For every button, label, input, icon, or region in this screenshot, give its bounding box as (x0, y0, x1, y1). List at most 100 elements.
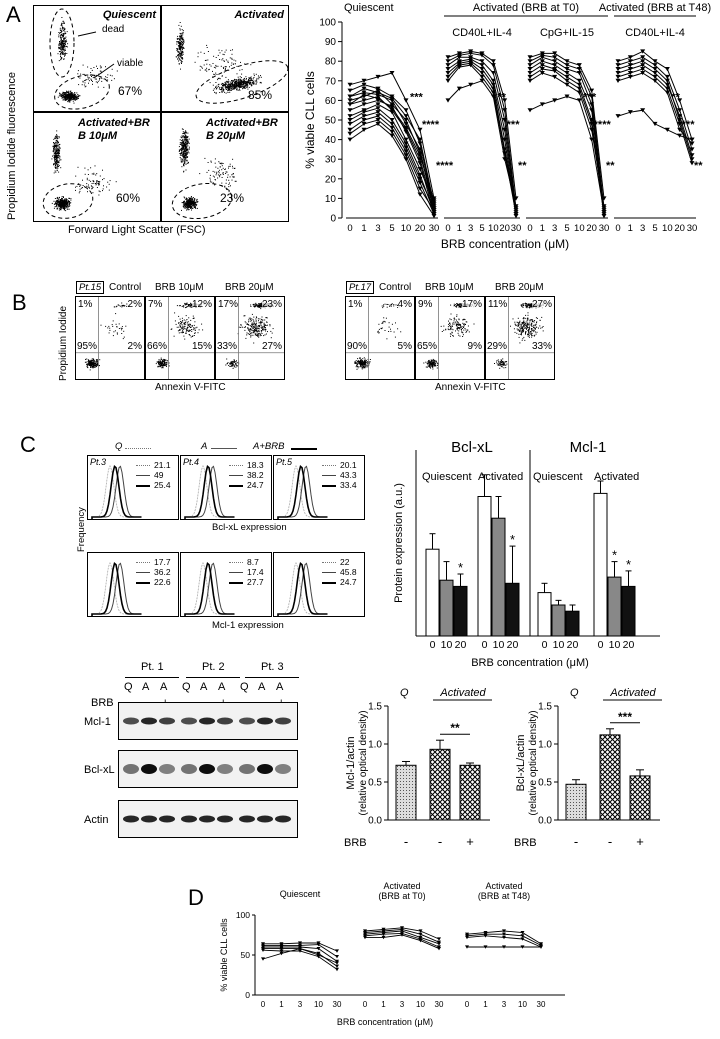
series-point (640, 70, 646, 76)
x-tick-label: 5 (564, 223, 569, 234)
blot-band (181, 717, 197, 725)
viable-label: viable (117, 58, 144, 69)
protein-quiescent-label: Quiescent (422, 471, 472, 483)
group-subtitle: CD40L+IL-4 (625, 27, 685, 39)
series-point (652, 63, 658, 68)
histogram-mfi-value: 22.6 (154, 577, 171, 587)
series-point (389, 133, 395, 138)
d-series-point (465, 945, 469, 949)
lane-label: Q (182, 681, 191, 693)
series-point (417, 161, 423, 166)
series-point (490, 86, 496, 91)
series-point (468, 82, 474, 87)
panel-b-letter: B (12, 290, 27, 315)
scatter-label-brb10: Activated+BR B 10μM (78, 117, 150, 142)
histogram-curve (184, 464, 235, 519)
histogram-legend-line (229, 562, 243, 563)
series-point (576, 70, 582, 76)
lane-label: A (276, 681, 284, 693)
bar-brb-sign: + (636, 834, 644, 849)
significance-star: * (612, 548, 617, 563)
d-series-point (261, 957, 265, 961)
significance-star: **** (436, 160, 454, 172)
d-series-point (298, 941, 302, 945)
histogram-mfi-value: 21.1 (154, 460, 171, 470)
bar-y-tick-label: 1.0 (368, 740, 382, 751)
series-point (417, 153, 423, 158)
series-point (627, 74, 633, 80)
histogram-mfi-value: 43.3 (340, 470, 357, 480)
group-title-quiescent: Quiescent (344, 2, 394, 14)
viable-gate (171, 182, 233, 220)
series-point (527, 74, 533, 80)
series-point (479, 74, 485, 80)
series-point (417, 137, 423, 142)
blot-bands (123, 717, 291, 725)
bclxl-actin-bar-chart: 0.0 0.5 1.0 1.5 Bcl-xL/actin (relative optica… (514, 687, 662, 849)
series-point (627, 67, 633, 72)
blot-band (217, 815, 233, 823)
protein-x-tick: 10 (441, 639, 453, 651)
histogram-legend-line (136, 475, 150, 476)
histogram-mfi-value: 24.7 (340, 577, 357, 587)
bar-activated-label: Activated (439, 687, 486, 699)
bar-y-tick-label: 0.5 (368, 778, 382, 789)
blot-band (159, 717, 175, 725)
panel-a-yaxis-label: Propidium Iodide fluorescence (6, 72, 18, 220)
d-x-tick-label: 3 (298, 1000, 303, 1009)
d-series-point (261, 948, 265, 952)
d-series-point (418, 932, 423, 936)
x-tick-label: 30 (511, 223, 522, 234)
series-point (347, 114, 353, 119)
series-point (389, 125, 395, 131)
x-axis-label: BRB concentration (μM) (441, 237, 569, 251)
histogram-patient: Pt.4 (183, 457, 200, 467)
patient-underline (125, 677, 179, 678)
scatter-pct-activated: 85% (248, 88, 273, 102)
series-point (689, 141, 695, 146)
series-point (527, 70, 533, 76)
quadrant-ur-pct: 23% (261, 299, 282, 310)
legend-a: A (201, 441, 208, 452)
histogram-legend-line (229, 475, 243, 476)
legend-a-line (211, 448, 237, 449)
protein-title-bcl: Bcl-xL (451, 439, 493, 456)
series-point (652, 59, 658, 64)
d-series-point (520, 934, 525, 938)
significance-star: **** (594, 119, 612, 131)
histogram-mfi-value: 24.7 (247, 480, 264, 490)
series-point (513, 204, 519, 209)
d-series-point (465, 935, 469, 940)
series-point (403, 137, 409, 142)
scatter-label-activated: Activated (234, 9, 284, 21)
protein-bar (505, 582, 520, 637)
blot-strip (118, 750, 298, 788)
bar (429, 748, 451, 821)
series-point (479, 67, 485, 72)
series-point (576, 86, 582, 91)
protein-bar (607, 576, 622, 637)
histogram-curves (184, 464, 235, 519)
quadrant-lr-pct: 5% (397, 340, 412, 352)
series-point (456, 55, 462, 60)
d-series-point (502, 929, 506, 933)
histogram-legend-line (322, 465, 336, 466)
histogram-legend-line (229, 572, 243, 573)
blot-band (239, 815, 255, 823)
series-point (456, 86, 462, 91)
series-point (403, 125, 409, 131)
protein-x-label: BRB concentration (μM) (471, 657, 589, 669)
series-point (479, 63, 485, 68)
series-point (502, 98, 508, 103)
histogram-mfi-value: 18.3 (247, 460, 264, 470)
series-point (502, 157, 508, 162)
annexin-pi-plot: 11% 27% 29% 33% (485, 296, 555, 380)
histogram-xaxis-label: Mcl-1 expression (212, 620, 284, 631)
bar-activated-label: Activated (609, 687, 656, 699)
series-point (389, 110, 395, 115)
series-point (479, 59, 485, 64)
x-tick-label: 30 (429, 223, 440, 234)
significance-star: *** (507, 119, 521, 131)
d-series-point (437, 942, 441, 946)
series-point (389, 129, 395, 134)
